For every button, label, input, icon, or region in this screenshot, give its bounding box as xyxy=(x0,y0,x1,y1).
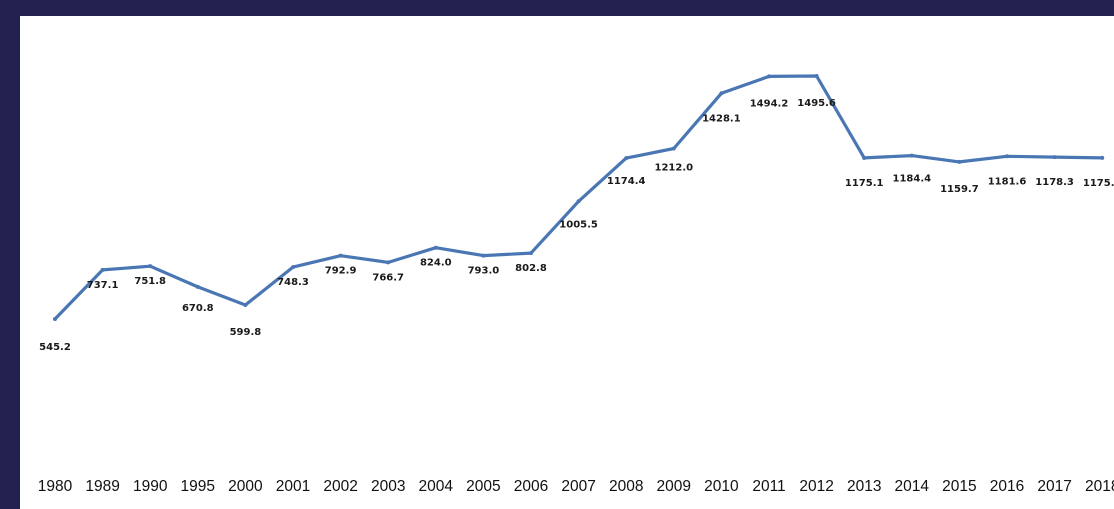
data-point-2015 xyxy=(957,159,962,164)
chart-area xyxy=(20,16,1114,509)
data-point-2002 xyxy=(338,253,343,258)
data-point-2016 xyxy=(1005,154,1009,159)
x-tick-label-2012: 2012 xyxy=(799,478,833,495)
data-label-2017: 1178.3 xyxy=(1035,177,1074,188)
data-label-2012: 1495.6 xyxy=(797,98,836,109)
data-point-2003 xyxy=(386,260,391,265)
x-tick-label-2007: 2007 xyxy=(561,478,595,495)
data-point-1989 xyxy=(100,267,105,272)
data-label-2015: 1159.7 xyxy=(940,184,979,195)
data-label-2018: 1175.3 xyxy=(1083,178,1114,189)
x-tick-label-2014: 2014 xyxy=(895,478,930,495)
x-tick-label-2013: 2013 xyxy=(847,478,881,495)
x-tick-label-2000: 2000 xyxy=(228,478,263,495)
left-frame-bar xyxy=(0,0,20,509)
data-label-1990: 751.8 xyxy=(134,276,166,287)
data-point-2012 xyxy=(814,74,819,78)
series-line xyxy=(53,74,1104,321)
data-label-2006: 802.8 xyxy=(515,263,547,274)
data-point-1995 xyxy=(195,284,200,289)
x-tick-label-2004: 2004 xyxy=(419,478,454,495)
series-group xyxy=(53,74,1105,321)
x-tick-labels-group: 1980 1989 1990 1995 2000 2001 2002 2003 2004 2005… xyxy=(38,478,1114,495)
x-tick-label-2002: 2002 xyxy=(323,478,357,495)
x-tick-label-2010: 2010 xyxy=(704,478,739,495)
x-tick-label-2009: 2009 xyxy=(657,478,691,495)
data-point-2017 xyxy=(1052,155,1057,160)
data-label-2001: 748.3 xyxy=(277,277,309,288)
x-tick-label-2016: 2016 xyxy=(990,478,1024,495)
data-point-2004 xyxy=(433,245,438,250)
data-label-2014: 1184.4 xyxy=(893,174,932,185)
data-labels-group: 545.2 737.1 751.8 670.8 599.8 748.3 792.9 766.7… xyxy=(39,98,1114,353)
data-point-2011 xyxy=(767,74,771,79)
data-point-2014 xyxy=(909,153,914,158)
data-label-2000: 599.8 xyxy=(230,327,262,338)
data-point-2010 xyxy=(719,91,724,96)
data-label-2003: 766.7 xyxy=(372,272,404,283)
x-tick-label-2011: 2011 xyxy=(752,478,785,495)
data-label-2008: 1174.4 xyxy=(607,176,646,187)
data-label-2007: 1005.5 xyxy=(559,219,598,230)
x-tick-label-1980: 1980 xyxy=(38,478,73,495)
data-label-2002: 792.9 xyxy=(325,266,357,277)
data-label-1989: 737.1 xyxy=(87,280,119,291)
x-tick-label-1989: 1989 xyxy=(85,478,119,495)
x-tick-label-2003: 2003 xyxy=(371,478,405,495)
x-tick-label-2001: 2001 xyxy=(276,478,310,495)
data-label-2011: 1494.2 xyxy=(750,98,789,109)
data-point-2008 xyxy=(624,156,629,161)
x-tick-label-1990: 1990 xyxy=(133,478,168,495)
data-label-1995: 670.8 xyxy=(182,303,214,314)
x-tick-label-2017: 2017 xyxy=(1037,478,1071,495)
top-frame-bar xyxy=(0,0,1114,16)
x-tick-label-2005: 2005 xyxy=(466,478,500,495)
data-label-2010: 1428.1 xyxy=(702,113,741,124)
data-label-2016: 1181.6 xyxy=(988,176,1027,187)
data-point-2000 xyxy=(243,303,248,308)
data-label-2005: 793.0 xyxy=(468,266,500,277)
data-point-2013 xyxy=(862,155,867,160)
data-label-2013: 1175.1 xyxy=(845,178,884,189)
x-tick-label-1995: 1995 xyxy=(181,478,215,495)
data-point-1980 xyxy=(53,317,57,321)
x-tick-label-2008: 2008 xyxy=(609,478,643,495)
x-tick-label-2015: 2015 xyxy=(942,478,976,495)
data-label-2009: 1212.0 xyxy=(655,163,694,174)
data-label-1980: 545.2 xyxy=(39,342,71,353)
data-point-2018 xyxy=(1100,155,1105,160)
data-point-2001 xyxy=(291,265,295,270)
data-point-1990 xyxy=(148,264,153,269)
data-point-2007 xyxy=(576,199,581,204)
data-point-2009 xyxy=(671,146,676,151)
data-point-2005 xyxy=(481,253,486,258)
x-tick-label-2006: 2006 xyxy=(514,478,548,495)
data-label-2004: 824.0 xyxy=(420,258,452,269)
x-tick-label-2018: 2018 xyxy=(1085,478,1114,495)
data-point-2006 xyxy=(529,251,533,256)
